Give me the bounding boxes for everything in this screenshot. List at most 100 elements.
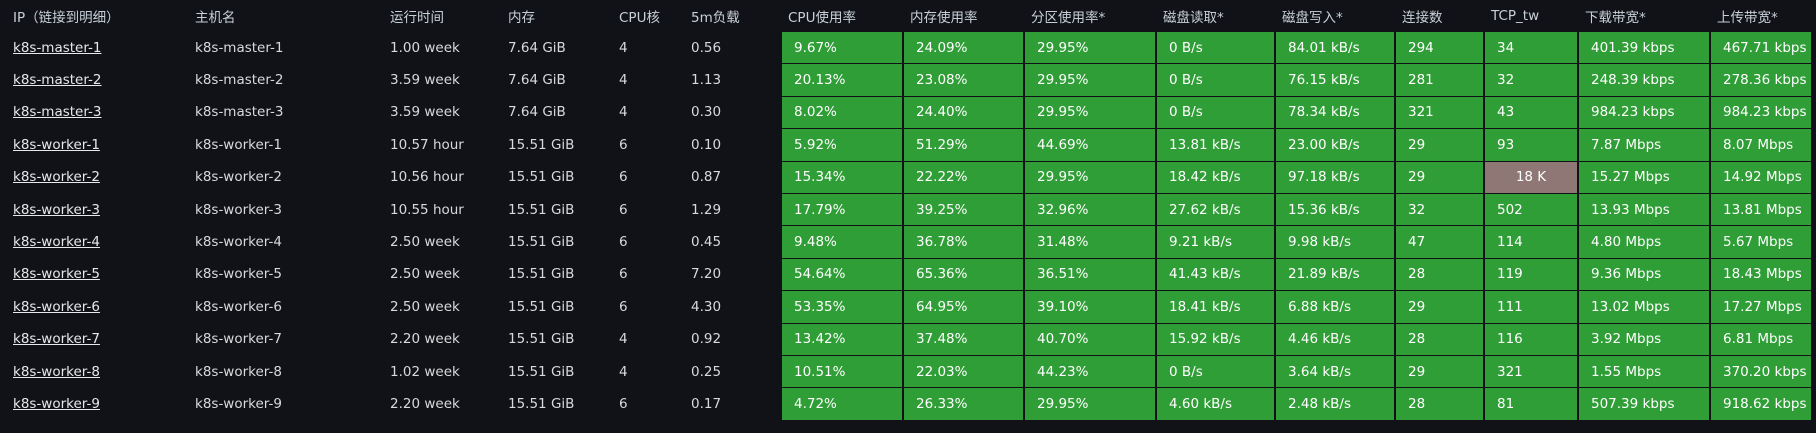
host-link[interactable]: k8s-worker-3	[13, 201, 100, 218]
table-cell: 9.67%	[782, 32, 902, 64]
table-cell: 4.72%	[782, 388, 902, 420]
table-cell: 29	[1396, 291, 1483, 323]
table-row: k8s-worker-7 k8s-worker-7 2.20 week 15.51 G…	[7, 323, 1811, 355]
table-cell: 918.62 kbps	[1711, 388, 1811, 420]
table-cell: k8s-worker-8	[7, 356, 187, 387]
table-cell: k8s-worker-7	[195, 331, 282, 348]
table-cell: 18 K	[1485, 161, 1577, 193]
table-cell: 0 B/s	[1157, 32, 1274, 64]
table-cell: k8s-worker-4	[7, 226, 187, 257]
table-cell: 4.60 kB/s	[1157, 388, 1274, 420]
table-cell: 6	[619, 136, 628, 153]
column-header[interactable]: 连接数	[1402, 10, 1443, 26]
table-cell: 2.50 week	[390, 298, 460, 315]
table-cell: 15.27 Mbps	[1579, 161, 1709, 193]
table-cell: 6	[619, 201, 628, 218]
host-link[interactable]: k8s-master-3	[13, 104, 102, 121]
table-cell: 13.81 kB/s	[1157, 129, 1274, 161]
table-cell: 17.27 Mbps	[1711, 291, 1811, 323]
table-cell: 15.51 GiB	[508, 234, 575, 251]
table-cell: k8s-master-3	[195, 104, 284, 121]
table-cell: 29.95%	[1025, 388, 1155, 420]
table-cell: 8.07 Mbps	[1711, 129, 1811, 161]
table-cell: 5.67 Mbps	[1711, 226, 1811, 258]
table-cell: 0.25	[691, 363, 722, 380]
table-cell: k8s-worker-1	[7, 129, 187, 160]
table-cell: 984.23 kbps	[1579, 96, 1709, 129]
table-cell: 32	[1485, 64, 1577, 96]
table-cell: 15.36 kB/s	[1276, 193, 1394, 226]
table-cell: 65.36%	[904, 258, 1023, 291]
column-header[interactable]: 主机名	[195, 10, 236, 26]
table-cell: 18.41 kB/s	[1157, 291, 1274, 323]
column-header[interactable]: 内存	[508, 10, 535, 26]
table-cell: 0 B/s	[1157, 355, 1274, 388]
table-cell: 4	[619, 39, 628, 56]
column-header[interactable]: CPU使用率	[788, 10, 856, 26]
column-header[interactable]: 内存使用率	[910, 10, 978, 26]
table-cell: k8s-worker-9	[195, 395, 282, 412]
host-link[interactable]: k8s-worker-1	[13, 136, 100, 153]
column-header[interactable]: 上传带宽*	[1717, 10, 1778, 26]
column-header[interactable]: CPU核	[619, 10, 660, 26]
table-cell: 0.45	[691, 234, 722, 251]
table-cell: 24.40%	[904, 96, 1023, 129]
table-cell: k8s-worker-5	[195, 266, 282, 283]
table-cell: 4.30	[691, 298, 722, 315]
table-cell: 0.87	[691, 169, 722, 186]
table-cell: k8s-worker-3	[7, 194, 187, 225]
table-cell: 15.51 GiB	[508, 201, 575, 218]
table-cell: 281	[1396, 64, 1483, 96]
table-cell: 29	[1396, 129, 1483, 161]
column-header[interactable]: 磁盘写入*	[1282, 10, 1343, 26]
table-cell: 81	[1485, 388, 1577, 420]
host-link[interactable]: k8s-worker-6	[13, 298, 100, 315]
host-link[interactable]: k8s-worker-4	[13, 234, 100, 251]
table-cell: k8s-master-1	[195, 39, 284, 56]
table-cell: 26.33%	[904, 388, 1023, 420]
table-cell: 6	[619, 169, 628, 186]
table-cell: k8s-worker-7	[7, 324, 187, 355]
host-link[interactable]: k8s-worker-8	[13, 363, 100, 380]
table-row: k8s-master-1 k8s-master-1 1.00 week 7.64 Gi…	[7, 32, 1811, 64]
column-header[interactable]: TCP_tw	[1491, 8, 1540, 24]
table-cell: 54.64%	[782, 258, 902, 291]
column-header[interactable]: 分区使用率*	[1031, 10, 1106, 26]
table-cell: 15.51 GiB	[508, 136, 575, 153]
column-header[interactable]: IP（链接到明细）	[13, 10, 120, 26]
table-cell: 2.20 week	[390, 395, 460, 412]
table-cell: 47	[1396, 226, 1483, 258]
column-header[interactable]: 运行时间	[390, 10, 444, 26]
table-cell: 28	[1396, 388, 1483, 420]
column-header[interactable]: 磁盘读取*	[1163, 10, 1224, 26]
host-link[interactable]: k8s-worker-5	[13, 266, 100, 283]
column-header[interactable]: 下载带宽*	[1585, 10, 1646, 26]
host-link[interactable]: k8s-worker-7	[13, 331, 100, 348]
hosts-table: IP（链接到明细） 主机名 运行时间 内存 CPU核 5m负载 CPU使用率 内存使用率 分区使…	[5, 0, 1813, 421]
table-cell: 9.36 Mbps	[1579, 258, 1709, 291]
table-cell: 9.21 kB/s	[1157, 226, 1274, 258]
table-cell: 13.42%	[782, 323, 902, 355]
host-link[interactable]: k8s-worker-2	[13, 169, 100, 186]
table-cell: 29.95%	[1025, 64, 1155, 96]
table-cell: 1.02 week	[390, 363, 460, 380]
table-cell: 6	[619, 234, 628, 251]
table-cell: 4	[619, 363, 628, 380]
table-cell: 29.95%	[1025, 32, 1155, 64]
table-cell: 2.50 week	[390, 234, 460, 251]
table-cell: k8s-worker-9	[7, 388, 187, 419]
table-cell: k8s-worker-8	[195, 363, 282, 380]
table-cell: 116	[1485, 323, 1577, 355]
table-cell: 6	[619, 298, 628, 315]
column-header[interactable]: 5m负载	[691, 10, 740, 26]
host-link[interactable]: k8s-worker-9	[13, 395, 100, 412]
table-cell: 34	[1485, 32, 1577, 64]
table-cell: k8s-master-1	[7, 32, 187, 63]
host-link[interactable]: k8s-master-2	[13, 72, 102, 89]
table-cell: 78.34 kB/s	[1276, 96, 1394, 129]
host-link[interactable]: k8s-master-1	[13, 39, 102, 56]
table-cell: 23.08%	[904, 64, 1023, 96]
table-cell: 1.29	[691, 201, 722, 218]
table-cell: 9.98 kB/s	[1276, 226, 1394, 258]
table-cell: 467.71 kbps	[1711, 32, 1811, 64]
